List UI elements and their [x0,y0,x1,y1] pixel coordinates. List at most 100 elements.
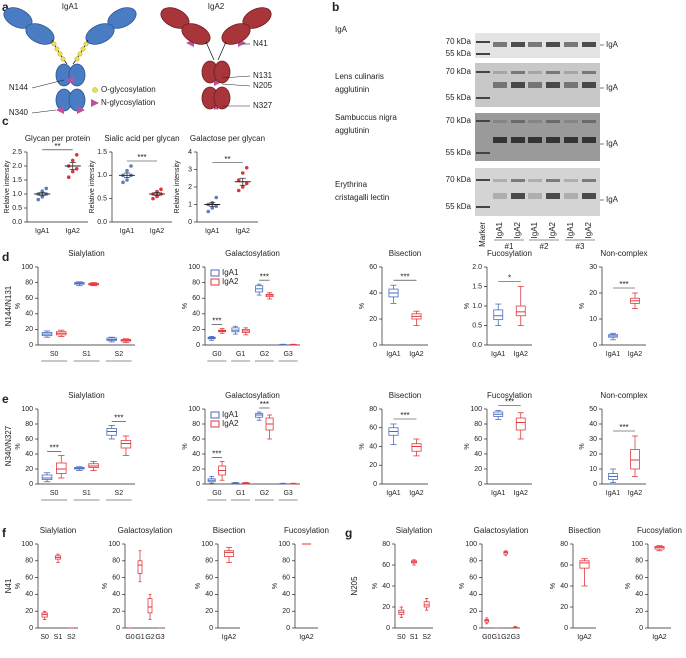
y-tick-label: 0 [116,625,120,632]
y-tick-label: 20 [192,326,200,333]
band [528,82,542,88]
x-tick-label: IgA2 [409,490,424,497]
x-tick-label: IgA2 [409,351,424,358]
x-tick-label: IgA1 [386,490,401,497]
x-tick-label: G0 [125,634,134,641]
x-tick-label: IgA1 [606,351,621,358]
band [528,193,542,199]
significance: *** [137,153,146,162]
x-tick-label: S2 [115,490,124,497]
y-tick-label: 0.0 [12,219,22,226]
significance: *** [505,398,514,407]
point [214,195,219,200]
x-tick-label: IgA1 [120,228,135,235]
y-tick-label: 20 [635,608,643,615]
x-tick-label: IgA2 [514,490,529,497]
y-tick-label: 40 [25,311,33,318]
y-axis-label: % [579,303,586,309]
y-tick-label: 40 [589,421,597,428]
site-leaders [31,43,251,114]
band [564,42,578,47]
x-tick-label: G3 [155,634,164,641]
x-tick-label: S0 [50,490,59,497]
y-tick-label: 1 [188,201,192,208]
marker-label: 70 kDa [446,116,472,125]
y-tick-label: 20 [369,462,377,469]
legend-swatch [210,278,220,286]
y-tick-label: 80 [25,279,33,286]
x-tick-label: IgA2 [628,351,643,358]
y-tick-label: 80 [192,421,200,428]
y-tick-label: 0 [209,625,213,632]
x-tick-label: G0 [212,490,221,497]
y-axis-label: % [102,583,109,589]
blot-label: Erythrina [335,180,368,189]
y-tick-label: 40 [474,451,482,458]
marker-label: 55 kDa [446,148,472,157]
point [74,167,79,171]
band [528,71,542,74]
box [411,443,422,452]
x-tick-label: IgA1 [491,351,506,358]
y-tick-label: 0.5 [472,322,482,329]
blot-label: IgA [335,25,348,34]
y-tick-label: 60 [474,436,482,443]
point [206,209,211,214]
y-axis-label: % [15,443,22,449]
legend-swatch [210,411,220,419]
panel-letter: b [332,0,339,14]
x-tick-label: S1 [54,634,63,641]
y-tick-label: 40 [560,583,568,590]
chart-title: Non-complex [600,391,647,400]
y-tick-label: 20 [589,451,597,458]
y-tick-label: 10 [589,466,597,473]
y-tick-label: 2 [188,184,192,191]
x-tick-label: IgA2 [222,634,237,641]
band [493,42,507,47]
iga1-diagram [3,7,137,112]
box [56,462,67,474]
panel-letter: g [345,526,352,540]
y-tick-label: 60 [192,436,200,443]
x-tick-label: G2 [501,634,510,641]
x-tick-label: IgA2 [150,228,165,235]
y-tick-label: 1.0 [12,191,22,198]
y-tick-label: 100 [188,406,200,413]
panel-letter: a [2,0,9,14]
band [511,82,525,88]
blot-label: Sambuccus nigra [335,113,397,122]
box [493,309,504,321]
y-tick-label: 4 [188,149,192,156]
x-tick-label: IgA2 [652,634,667,641]
band [493,120,507,123]
site-label: N205 [253,81,273,90]
x-tick-label: S1 [410,634,419,641]
chart-title: Glycan per protein [25,134,90,143]
chart-title: Bisection [568,526,600,535]
y-tick-label: 1.5 [12,177,22,184]
y-tick-label: 40 [192,451,200,458]
y-tick-label: 50 [589,406,597,413]
blots: IgA 70 kDa 55 kDa IgA Lens culinaris agglutin… [335,25,619,251]
box [147,598,153,614]
y-tick-label: 80 [635,558,643,565]
marker-band [476,97,490,99]
legend-swatch [91,99,99,107]
y-tick-label: 1.5 [472,283,482,290]
chart-title: Galactosylation [118,526,173,535]
y-tick-label: 60 [192,295,200,302]
band [528,42,542,47]
y-axis-label: % [359,443,366,449]
y-axis-label: % [550,583,557,589]
y-tick-label: 0 [473,625,477,632]
point [70,169,75,174]
x-tick-label: G0 [482,634,491,641]
antibody-title: IgA2 [208,2,225,11]
significance: *** [260,400,269,409]
y-tick-label: 100 [470,406,482,413]
y-tick-label: 0 [373,342,377,349]
y-axis-label: Relative intensity [4,160,11,213]
y-axis-label: % [195,583,202,589]
y-tick-label: 0 [478,481,482,488]
site-label: N340 [9,108,29,117]
